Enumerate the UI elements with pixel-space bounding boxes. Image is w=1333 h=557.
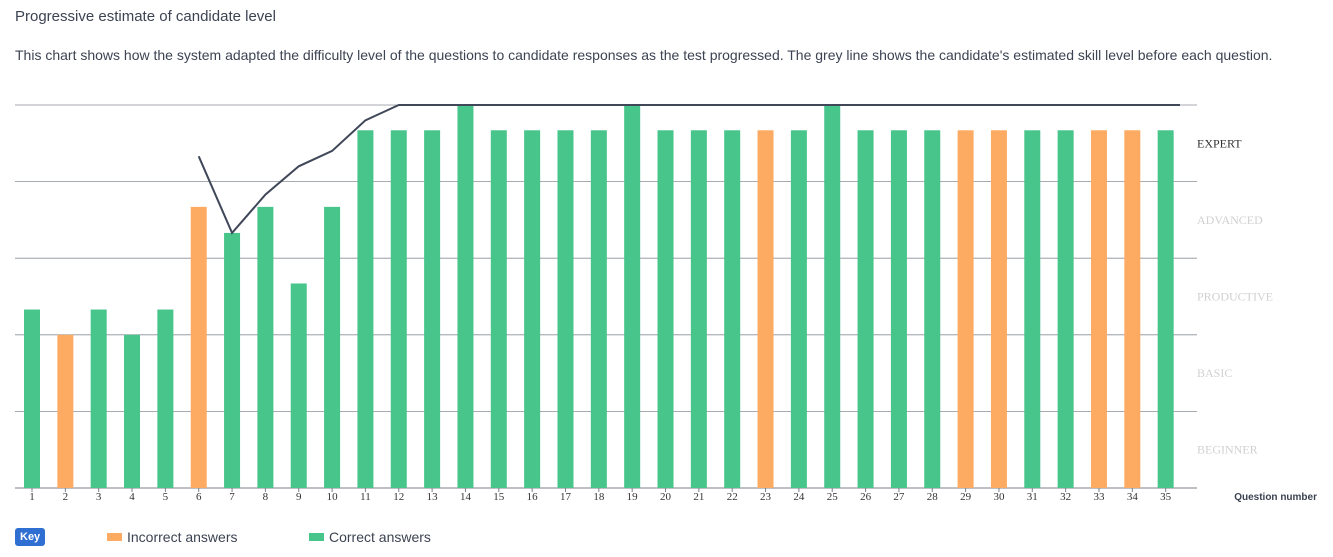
bar-q35 — [1157, 130, 1174, 488]
bar-q32 — [1057, 130, 1074, 488]
bar-q3 — [90, 309, 107, 488]
x-tick-label: 3 — [96, 491, 102, 503]
x-tick-label: 15 — [493, 491, 505, 503]
x-tick-label: 31 — [1027, 491, 1038, 503]
x-tick-label: 20 — [660, 491, 672, 503]
bar-q9 — [290, 283, 307, 488]
x-axis-label: Question number — [1234, 492, 1317, 503]
x-tick-label: 2 — [63, 491, 69, 503]
x-tick-label: 9 — [296, 491, 302, 503]
bar-q4 — [124, 334, 141, 488]
x-tick-label: 5 — [163, 491, 169, 503]
bar-q22 — [724, 130, 741, 488]
incorrect-swatch — [107, 533, 122, 541]
x-tick-label: 32 — [1060, 491, 1071, 503]
x-tick-label: 18 — [593, 491, 605, 503]
bar-q10 — [324, 206, 341, 489]
bar-q24 — [790, 130, 807, 488]
bar-q20 — [657, 130, 674, 488]
bar-q30 — [990, 130, 1007, 488]
bar-q6 — [190, 206, 207, 489]
x-tick-label: 29 — [960, 491, 972, 503]
x-tick-label: 23 — [760, 491, 772, 503]
bar-q8 — [257, 206, 274, 489]
x-tick-label: 7 — [229, 491, 235, 503]
bar-q28 — [924, 130, 941, 488]
level-label-basic: BASIC — [1197, 366, 1232, 380]
x-tick-label: 28 — [927, 491, 939, 503]
bar-q25 — [824, 105, 841, 488]
bar-q21 — [690, 130, 707, 488]
x-tick-label: 6 — [196, 491, 202, 503]
x-tick-label: 27 — [893, 491, 905, 503]
chart-description: This chart shows how the system adapted … — [15, 47, 1273, 63]
x-tick-label: 1 — [29, 491, 35, 503]
x-tick-label: 25 — [827, 491, 839, 503]
x-tick-label: 11 — [360, 491, 371, 503]
x-tick-label: 34 — [1127, 491, 1139, 503]
bar-q18 — [590, 130, 607, 488]
x-tick-label: 14 — [460, 491, 472, 503]
bar-q13 — [424, 130, 441, 488]
bar-q1 — [24, 309, 40, 488]
bar-q19 — [624, 105, 641, 488]
level-label-beginner: BEGINNER — [1197, 443, 1258, 457]
bar-q2 — [57, 334, 74, 488]
bar-q23 — [757, 130, 774, 488]
x-tick-label: 24 — [793, 491, 805, 503]
level-label-expert: EXPERT — [1197, 136, 1242, 150]
x-tick-label: 22 — [727, 491, 738, 503]
legend-incorrect: Incorrect answers — [107, 528, 237, 546]
bar-q27 — [890, 130, 907, 488]
x-tick-label: 33 — [1093, 491, 1105, 503]
x-tick-label: 10 — [327, 491, 339, 503]
legend-correct: Correct answers — [309, 528, 431, 546]
x-tick-label: 8 — [263, 491, 269, 503]
legend-correct-label: Correct answers — [329, 529, 431, 545]
bar-q34 — [1124, 130, 1141, 488]
x-tick-label: 19 — [627, 491, 639, 503]
legend-incorrect-label: Incorrect answers — [127, 529, 238, 545]
x-tick-label: 26 — [860, 491, 872, 503]
x-tick-label: 30 — [993, 491, 1005, 503]
x-tick-label: 12 — [393, 491, 404, 503]
x-tick-label: 13 — [427, 491, 439, 503]
bar-q15 — [490, 130, 507, 488]
bar-q31 — [1024, 130, 1041, 488]
key-badge: Key — [15, 528, 46, 546]
bar-q14 — [457, 105, 474, 488]
bar-q26 — [857, 130, 874, 488]
x-tick-label: 4 — [129, 491, 135, 503]
chart-title: Progressive estimate of candidate level — [15, 8, 276, 25]
bar-q5 — [157, 309, 174, 488]
x-tick-label: 21 — [693, 491, 704, 503]
bar-q7 — [224, 232, 241, 488]
bar-q16 — [524, 130, 541, 488]
bar-q11 — [357, 130, 374, 488]
bar-q33 — [1090, 130, 1107, 488]
x-tick-label: 17 — [560, 491, 572, 503]
x-tick-label: 35 — [1160, 491, 1172, 503]
level-label-advanced: ADVANCED — [1197, 213, 1263, 227]
bar-q12 — [390, 130, 407, 488]
level-label-productive: PRODUCTIVE — [1197, 290, 1273, 304]
bar-q29 — [957, 130, 974, 488]
estimate-line — [197, 104, 1180, 235]
correct-swatch — [309, 533, 324, 541]
bar-q17 — [557, 130, 574, 488]
x-tick-label: 16 — [527, 491, 539, 503]
